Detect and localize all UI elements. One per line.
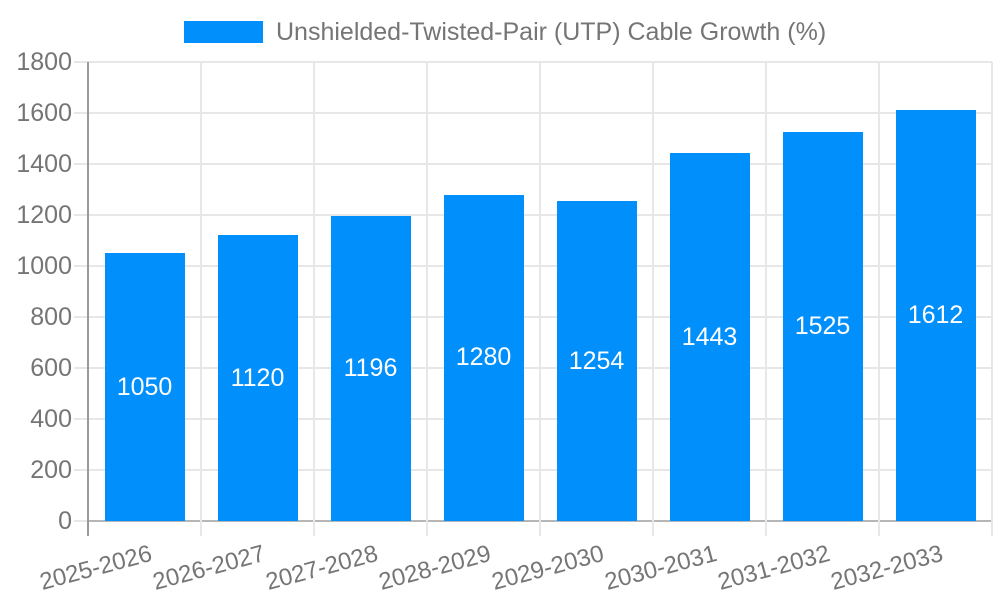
y-axis-tick: [74, 316, 88, 318]
y-axis-tick: [74, 214, 88, 216]
y-axis-line: [87, 62, 89, 536]
y-axis-tick-label: 200: [30, 456, 72, 484]
vertical-gridline: [313, 62, 315, 521]
x-axis-tick-label: 2028-2029: [375, 540, 494, 596]
y-axis-tick: [74, 469, 88, 471]
bar-value-label: 1050: [116, 372, 173, 401]
y-axis-tick: [74, 112, 88, 114]
vertical-gridline: [765, 62, 767, 521]
y-axis-tick: [74, 163, 88, 165]
x-axis-tick: [313, 521, 315, 536]
x-axis-tick-label: 2025-2026: [36, 540, 155, 596]
bar-value-label: 1120: [230, 363, 285, 392]
x-axis-tick: [652, 521, 654, 536]
legend-swatch-icon: [184, 21, 263, 43]
y-axis-tick-label: 1200: [16, 201, 72, 229]
x-axis-tick: [200, 521, 202, 536]
bar[interactable]: 1120: [217, 235, 298, 521]
bar[interactable]: 1050: [104, 253, 185, 521]
x-axis-tick-label: 2032-2033: [827, 540, 946, 596]
x-axis-tick: [539, 521, 541, 536]
x-axis-tick-label: 2030-2031: [601, 540, 720, 596]
y-axis-tick: [74, 265, 88, 267]
bar-value-label: 1443: [681, 322, 738, 351]
x-axis-tick-label: 2029-2030: [488, 540, 607, 596]
vertical-gridline: [652, 62, 654, 521]
vertical-gridline: [539, 62, 541, 521]
bar[interactable]: 1525: [782, 132, 863, 521]
y-axis-tick-label: 800: [30, 303, 72, 331]
bar[interactable]: 1612: [895, 109, 976, 521]
y-axis-tick: [74, 520, 88, 522]
y-axis-tick-label: 600: [30, 354, 72, 382]
bar[interactable]: 1280: [443, 194, 524, 521]
x-axis-tick: [426, 521, 428, 536]
bar-value-label: 1196: [343, 354, 398, 382]
y-axis-tick-label: 1800: [16, 48, 72, 76]
y-axis-tick: [74, 367, 88, 369]
legend[interactable]: Unshielded-Twisted-Pair (UTP) Cable Grow…: [184, 14, 826, 50]
y-axis-tick-label: 1400: [16, 150, 72, 178]
y-axis-tick-label: 400: [30, 405, 72, 433]
x-axis-tick-label: 2027-2028: [262, 540, 381, 596]
y-axis-tick: [74, 61, 88, 63]
bar-value-label: 1525: [794, 312, 851, 341]
bar[interactable]: 1443: [669, 153, 750, 521]
vertical-gridline: [991, 62, 993, 521]
legend-label: Unshielded-Twisted-Pair (UTP) Cable Grow…: [276, 17, 827, 46]
bar-value-label: 1280: [455, 343, 512, 372]
bar-value-label: 1254: [568, 346, 625, 375]
vertical-gridline: [878, 62, 880, 521]
y-axis-tick: [74, 418, 88, 420]
bar-value-label: 1612: [907, 300, 964, 329]
vertical-gridline: [426, 62, 428, 521]
bar[interactable]: 1196: [330, 216, 411, 521]
bar[interactable]: 1254: [556, 201, 637, 521]
x-axis-tick: [991, 521, 993, 536]
x-axis-tick-label: 2031-2032: [714, 540, 833, 596]
x-axis-tick-label: 2026-2027: [149, 540, 268, 596]
x-axis-tick: [878, 521, 880, 536]
vertical-gridline: [200, 62, 202, 521]
x-axis-tick: [765, 521, 767, 536]
y-axis-tick-label: 1000: [16, 252, 72, 280]
y-axis-tick-label: 0: [58, 507, 72, 535]
y-axis-tick-label: 1600: [16, 99, 72, 127]
